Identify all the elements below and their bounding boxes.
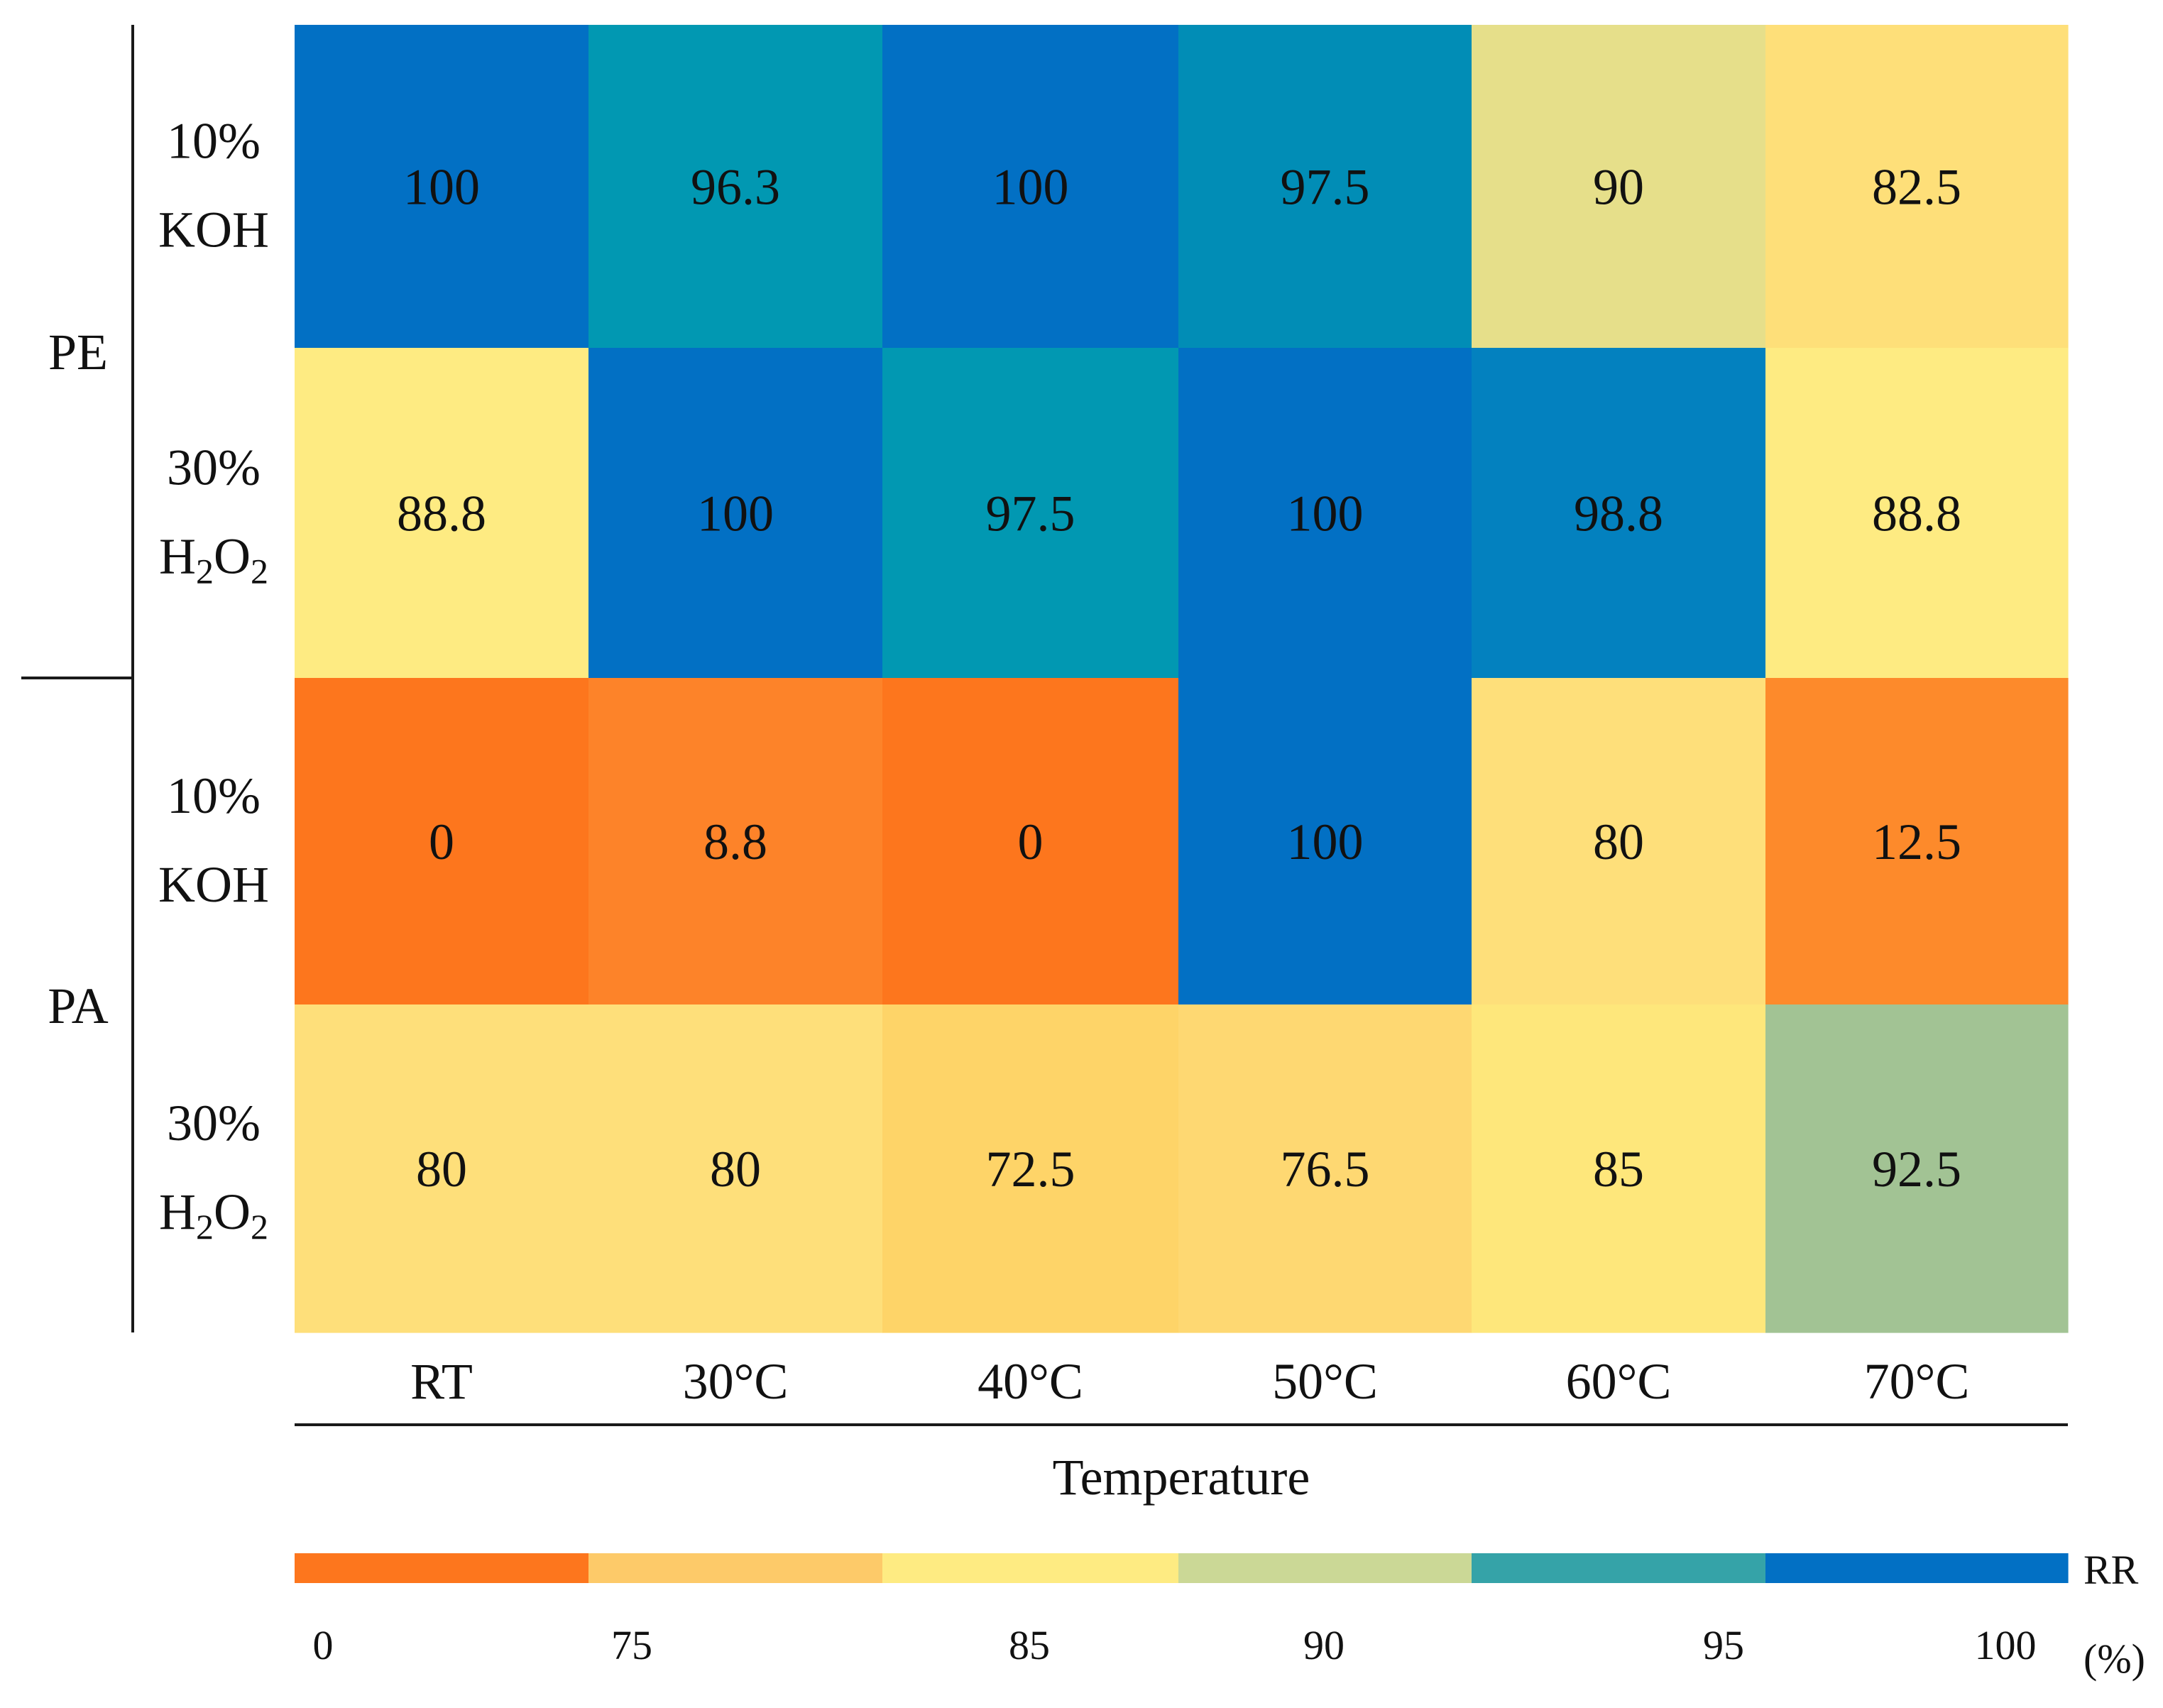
x-tick-label: RT bbox=[410, 1353, 473, 1410]
heatmap-cell bbox=[588, 25, 883, 349]
colorbar-unit: (%) bbox=[2083, 1636, 2145, 1682]
row-label-line2: H2O2 bbox=[159, 1183, 268, 1247]
heatmap-cell bbox=[882, 348, 1179, 679]
colorbar-tick-label: 100 bbox=[1975, 1622, 2037, 1668]
heatmap-cell bbox=[882, 678, 1179, 1005]
cell-value-label: 85 bbox=[1593, 1141, 1644, 1198]
cell-value-label: 80 bbox=[710, 1141, 761, 1198]
cell-value-label: 100 bbox=[1287, 814, 1364, 870]
row-label-line1: 30% bbox=[167, 439, 261, 496]
row-label-line1: 30% bbox=[167, 1095, 261, 1151]
row-group-label: PE bbox=[48, 324, 108, 381]
cell-value-label: 100 bbox=[992, 159, 1069, 216]
heatmap-cell bbox=[1178, 25, 1472, 349]
axis-lines bbox=[21, 25, 2068, 1426]
colorbar-tick-label: 85 bbox=[1009, 1622, 1050, 1668]
cell-value-label: 88.8 bbox=[1872, 486, 1961, 542]
heatmap-cell bbox=[1472, 678, 1766, 1005]
heatmap-cell bbox=[588, 348, 883, 679]
heatmap-cell bbox=[295, 348, 589, 679]
row-label-line2: KOH bbox=[158, 202, 269, 258]
cell-value-label: 100 bbox=[403, 159, 480, 216]
colorbar-tick-label: 95 bbox=[1703, 1622, 1744, 1668]
x-tick-label: 60°C bbox=[1566, 1353, 1672, 1410]
cell-value-label: 92.5 bbox=[1872, 1141, 1961, 1198]
heatmap-cell bbox=[882, 25, 1179, 349]
cell-value-label: 98.8 bbox=[1574, 486, 1663, 542]
colorbar-tick-label: 90 bbox=[1303, 1622, 1345, 1668]
row-label-line2: KOH bbox=[158, 856, 269, 913]
heatmap-cell bbox=[1472, 348, 1766, 679]
colorbar-label: RR bbox=[2083, 1547, 2139, 1593]
cell-value-label: 100 bbox=[1287, 486, 1364, 542]
heatmap-cell bbox=[1178, 678, 1472, 1005]
x-tick-label: 50°C bbox=[1272, 1353, 1378, 1410]
heatmap-cell bbox=[295, 25, 589, 349]
heatmap-cell bbox=[1765, 678, 2069, 1005]
colorbar-segment bbox=[882, 1553, 1179, 1583]
row-label-line2: H2O2 bbox=[159, 528, 268, 591]
row-label-line1: 10% bbox=[167, 767, 261, 824]
colorbar-segment bbox=[588, 1553, 883, 1583]
cell-value-label: 97.5 bbox=[986, 486, 1075, 542]
cell-value-label: 80 bbox=[416, 1141, 467, 1198]
heatmap-labels: 100 96.3 100 97.5 90 82.5 10% KOH 88.8 100 97.5 100… bbox=[48, 113, 1969, 1411]
cell-value-label: 88.8 bbox=[397, 486, 486, 542]
x-tick-label: 70°C bbox=[1864, 1353, 1970, 1410]
cell-value-label: 72.5 bbox=[986, 1141, 1075, 1198]
x-tick-label: 40°C bbox=[978, 1353, 1083, 1410]
heatmap-cell bbox=[295, 1004, 589, 1333]
x-axis-title: Temperature bbox=[1053, 1449, 1310, 1506]
heatmap-cell bbox=[1472, 25, 1766, 349]
cell-value-label: 0 bbox=[1018, 814, 1044, 870]
heatmap-cell bbox=[1178, 348, 1472, 679]
cell-value-label: 100 bbox=[697, 486, 774, 542]
cell-value-label: 8.8 bbox=[703, 814, 767, 870]
cell-value-label: 96.3 bbox=[691, 159, 780, 216]
row-label-line1: 10% bbox=[167, 113, 261, 170]
cell-value-label: 76.5 bbox=[1281, 1141, 1370, 1198]
heatmap-cell bbox=[1765, 348, 2069, 679]
colorbar-tick-label: 0 bbox=[313, 1622, 334, 1668]
cell-value-label: 0 bbox=[429, 814, 454, 870]
heatmap-cell bbox=[588, 1004, 883, 1333]
row-group-label: PA bbox=[48, 978, 108, 1034]
heatmap-cell bbox=[1472, 1004, 1766, 1333]
heatmap-cell bbox=[1765, 25, 2069, 349]
heatmap-cell bbox=[1765, 1004, 2069, 1333]
cell-value-label: 12.5 bbox=[1872, 814, 1961, 870]
heatmap-cell bbox=[295, 678, 589, 1005]
x-tick-label: 30°C bbox=[683, 1353, 789, 1410]
colorbar-segment bbox=[1178, 1553, 1472, 1583]
colorbar-tick-label: 75 bbox=[611, 1622, 652, 1668]
cell-value-label: 97.5 bbox=[1281, 159, 1370, 216]
colorbar-segment bbox=[295, 1553, 589, 1583]
heatmap-cells bbox=[295, 25, 2069, 1333]
heatmap-cell bbox=[882, 1004, 1179, 1333]
colorbar-segment bbox=[1472, 1553, 1766, 1583]
heatmap-cell bbox=[588, 678, 883, 1005]
colorbar-segment bbox=[1765, 1553, 2069, 1583]
cell-value-label: 90 bbox=[1593, 159, 1644, 216]
colorbar: 0 75 85 90 95 100 bbox=[295, 1553, 2069, 1668]
cell-value-label: 80 bbox=[1593, 814, 1644, 870]
heatmap-cell bbox=[1178, 1004, 1472, 1333]
cell-value-label: 82.5 bbox=[1872, 159, 1961, 216]
